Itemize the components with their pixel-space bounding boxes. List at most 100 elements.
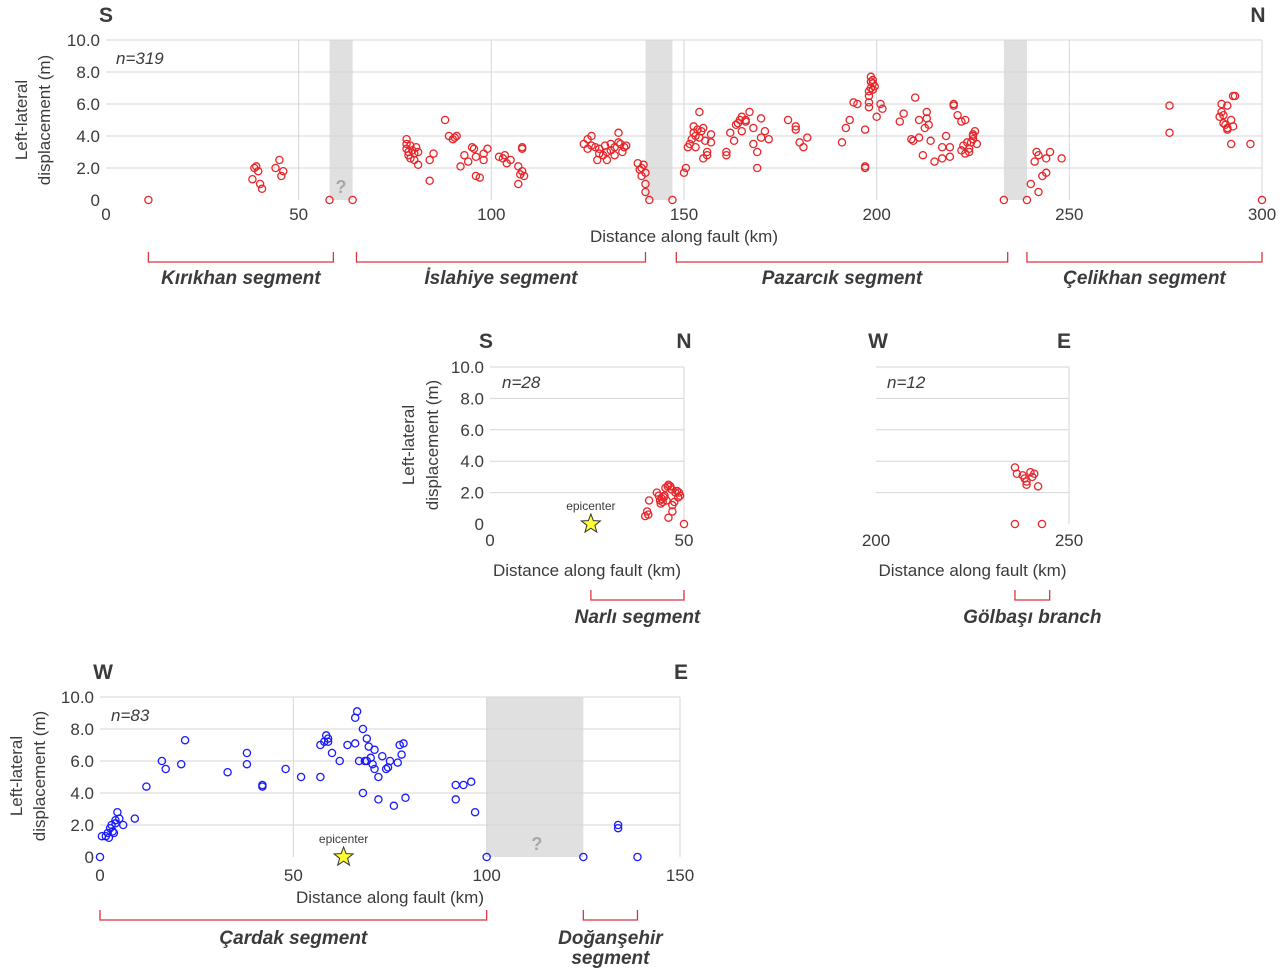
data-point bbox=[679, 519, 689, 529]
data-point bbox=[271, 163, 280, 173]
data-point bbox=[494, 152, 504, 162]
data-point bbox=[519, 171, 529, 181]
data-point bbox=[899, 109, 908, 118]
cardak-segment-panel: ? W En=83 0 2.0 4.0 6.0 8.0 10.0 0 50 100 150 Distanc… bbox=[7, 661, 694, 969]
x-tick-label: 200 bbox=[862, 205, 890, 224]
data-point bbox=[323, 737, 333, 747]
data-point bbox=[722, 150, 731, 160]
data-point bbox=[425, 176, 434, 186]
data-point bbox=[275, 155, 284, 165]
data-point bbox=[425, 155, 434, 165]
data-point bbox=[937, 154, 947, 163]
data-point bbox=[930, 157, 939, 166]
data-point bbox=[352, 707, 362, 716]
segment-bracket bbox=[1026, 252, 1263, 263]
data-point bbox=[348, 195, 357, 205]
segment-bracket bbox=[582, 910, 639, 921]
y-tick-label: 8.0 bbox=[70, 720, 94, 739]
data-point bbox=[1257, 195, 1267, 205]
data-point bbox=[470, 807, 480, 817]
data-point bbox=[941, 131, 951, 141]
data-point bbox=[130, 814, 140, 823]
data-point bbox=[1228, 122, 1238, 131]
data-point bbox=[618, 147, 627, 157]
data-point bbox=[706, 138, 716, 147]
data-point bbox=[620, 142, 629, 152]
data-point bbox=[118, 820, 128, 830]
data-point bbox=[918, 150, 928, 160]
data-point bbox=[587, 141, 596, 150]
data-point bbox=[255, 179, 265, 189]
gap-question-mark: ? bbox=[531, 834, 542, 854]
data-point bbox=[878, 104, 887, 114]
segment-bracket bbox=[99, 910, 488, 921]
y-tick-label: 8.0 bbox=[460, 389, 484, 408]
data-point bbox=[706, 130, 716, 139]
x-tick-label: 50 bbox=[289, 205, 308, 224]
data-point bbox=[641, 179, 650, 189]
data-point bbox=[335, 756, 344, 766]
data-point bbox=[161, 764, 170, 774]
x-tick-label: 50 bbox=[675, 531, 694, 550]
data-point bbox=[1215, 112, 1224, 122]
data-point bbox=[1030, 157, 1039, 166]
data-point bbox=[463, 157, 473, 166]
data-point bbox=[350, 739, 360, 748]
y-tick-label: 10.0 bbox=[67, 31, 100, 50]
segment-name: Çelikhan segment bbox=[1063, 268, 1226, 289]
data-point bbox=[451, 795, 460, 804]
data-point bbox=[699, 123, 708, 133]
data-point bbox=[514, 162, 523, 171]
data-point bbox=[602, 155, 612, 165]
data-point bbox=[579, 139, 589, 149]
data-point bbox=[1022, 480, 1031, 489]
data-point bbox=[223, 767, 232, 777]
data-point bbox=[681, 163, 691, 173]
data-point bbox=[358, 788, 368, 798]
data-point bbox=[644, 496, 654, 505]
data-point bbox=[795, 138, 804, 147]
data-gap-band bbox=[329, 40, 353, 200]
data-point bbox=[579, 852, 588, 862]
data-point bbox=[594, 149, 604, 158]
data-point bbox=[849, 98, 858, 107]
y-tick-label: 6.0 bbox=[76, 95, 100, 114]
x-tick-label: 0 bbox=[101, 205, 110, 224]
data-point bbox=[644, 510, 653, 519]
data-point bbox=[1012, 469, 1022, 479]
data-point bbox=[327, 748, 337, 758]
data-point bbox=[621, 141, 631, 150]
direction-label-right: E bbox=[674, 661, 688, 684]
y-tick-label: 0 bbox=[475, 515, 484, 534]
data-point bbox=[460, 150, 469, 160]
data-point bbox=[895, 117, 905, 126]
data-point bbox=[517, 144, 527, 154]
segment-name: Kırıkhan segment bbox=[161, 268, 321, 289]
y-axis-label: Left-lateral bbox=[7, 736, 26, 816]
segment-name: segment bbox=[571, 948, 650, 969]
data-point bbox=[402, 139, 411, 149]
data-point bbox=[845, 115, 854, 125]
y-tick-label: 10.0 bbox=[61, 688, 94, 707]
data-point bbox=[1041, 168, 1051, 178]
direction-label-left: W bbox=[868, 330, 888, 353]
data-point bbox=[389, 801, 399, 811]
data-point bbox=[242, 748, 252, 758]
y-axis-label: displacement (m) bbox=[423, 380, 442, 510]
x-axis-label: Distance along fault (km) bbox=[878, 561, 1066, 580]
data-point bbox=[362, 734, 372, 743]
x-axis-label: Distance along fault (km) bbox=[296, 888, 484, 907]
data-point bbox=[999, 195, 1009, 205]
data-point bbox=[1246, 139, 1255, 149]
data-point bbox=[95, 852, 105, 862]
data-point bbox=[111, 815, 120, 825]
data-point bbox=[866, 83, 876, 93]
y-axis-label: displacement (m) bbox=[30, 711, 49, 841]
data-point bbox=[1165, 128, 1174, 138]
y-tick-label: 6.0 bbox=[70, 752, 94, 771]
data-point bbox=[479, 155, 488, 165]
data-point bbox=[695, 107, 704, 117]
x-tick-label: 0 bbox=[95, 866, 104, 885]
data-point bbox=[395, 740, 404, 750]
data-point bbox=[660, 491, 669, 500]
